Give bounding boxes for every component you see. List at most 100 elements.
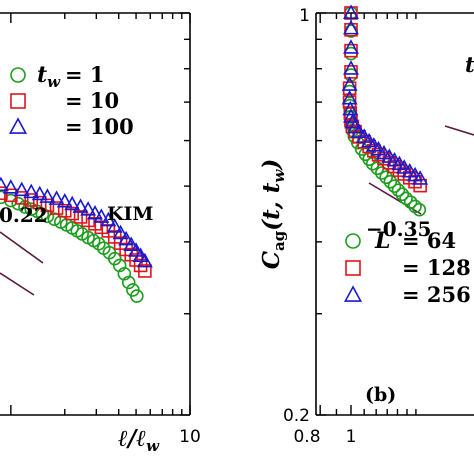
data-point [395,187,410,202]
legend-label: = 10 [65,88,119,113]
data-point [49,201,64,215]
legend-marker-square [10,93,26,109]
data-point [412,202,427,217]
legend-label: = 100 [65,114,134,139]
legend-marker-triangle [343,285,363,302]
data-point [130,289,144,303]
data-point [2,179,19,194]
legend-label: = 128 [402,255,471,280]
left-x-axis-label-text: ℓ/ℓw [118,425,160,455]
left-x-tick-label-10: 10 [179,427,201,447]
data-point [73,210,88,224]
left-model-annotation: KIM [107,203,153,225]
data-point [343,19,359,35]
data-point [383,174,398,189]
right-panel: 1 0.2 0.8 1 Cag(t, tw) −0.35 t L = 64= 12… [258,4,474,447]
right-slope-guide-upper [444,125,474,136]
right-clipped-annotation: t [465,52,474,77]
legend-marker-circle [345,233,361,249]
left-legend: tw = 1= 10= 100 [8,62,134,139]
data-point [351,123,367,138]
data-point [138,264,152,278]
data-point [412,170,429,185]
data-point [47,212,62,226]
series-triangle [0,176,153,268]
data-point [399,191,413,206]
left-slope-guides [0,231,44,296]
data-point [408,199,422,214]
data-point [343,39,359,54]
right-y-axis-label: Cag(t, tw) [258,159,288,270]
data-point [396,159,413,174]
data-point [72,198,89,213]
data-point [123,236,140,251]
legend-label: = 1 [65,62,105,87]
series-triangle [341,4,429,185]
data-point [343,108,359,123]
data-point [370,140,387,156]
data-point [343,4,359,19]
data-point [100,211,117,227]
data-point [93,208,110,223]
data-point [379,170,393,185]
legend-label: = 64 [402,228,456,253]
right-ticks [316,12,417,416]
data-point [106,218,123,233]
data-point [344,43,358,58]
right-x-tick-label-0.8: 0.8 [293,427,320,447]
data-point [57,203,72,218]
data-point [87,204,103,220]
data-point [0,176,9,192]
right-y-tick-label-0.2: 0.2 [283,406,310,426]
left-x-axis-label: ℓ/ℓw [118,425,160,455]
legend-symbol: L [374,228,390,254]
data-point [56,193,73,208]
right-slope-annotation: −0.35 [366,217,431,241]
right-panel-label: (b) [365,384,396,406]
legend-label: = 256 [402,282,471,307]
data-point [342,100,359,116]
right-y-tick-label-1: 1 [299,6,310,26]
left-slope-annotation: 0.22 [0,203,48,227]
data-point [121,275,136,290]
legend-marker-triangle [8,117,28,134]
right-slope-guide-lower [368,182,422,215]
left-series-group [0,176,153,303]
legend-marker-circle [10,67,26,83]
right-slope-guides [368,125,474,215]
data-point [80,201,97,216]
legend-marker-square [345,260,361,276]
data-point [343,60,359,75]
data-point [387,179,402,193]
data-point [40,209,55,224]
data-point [31,185,48,201]
data-point [64,195,81,211]
data-point [13,181,30,197]
data-point [92,236,106,251]
right-y-axis-label-text: Cag(t, tw) [258,159,288,270]
right-series-group [341,4,429,217]
data-point [344,22,358,37]
right-x-tick-label-1: 1 [346,427,357,447]
data-point [403,195,418,209]
left-ticks [10,12,191,416]
data-point [40,198,55,213]
series-square [0,186,152,278]
data-point [391,183,406,197]
data-point [117,266,132,281]
data-point [107,251,122,266]
data-point [413,178,427,193]
data-point [81,213,95,228]
left-slope-guide-lower [0,272,35,296]
right-legend: L = 64= 128= 256 [343,228,471,307]
data-point [39,188,56,203]
data-point [48,190,65,205]
data-point [136,252,153,268]
data-point [118,230,135,246]
data-point [112,224,129,240]
legend-symbol: tw [37,62,61,91]
left-panel: 10 ℓ/ℓw 0.22 KIM tw = 1= 10= 100 [0,12,201,455]
left-slope-guide-upper [0,231,44,264]
data-point [23,183,40,199]
